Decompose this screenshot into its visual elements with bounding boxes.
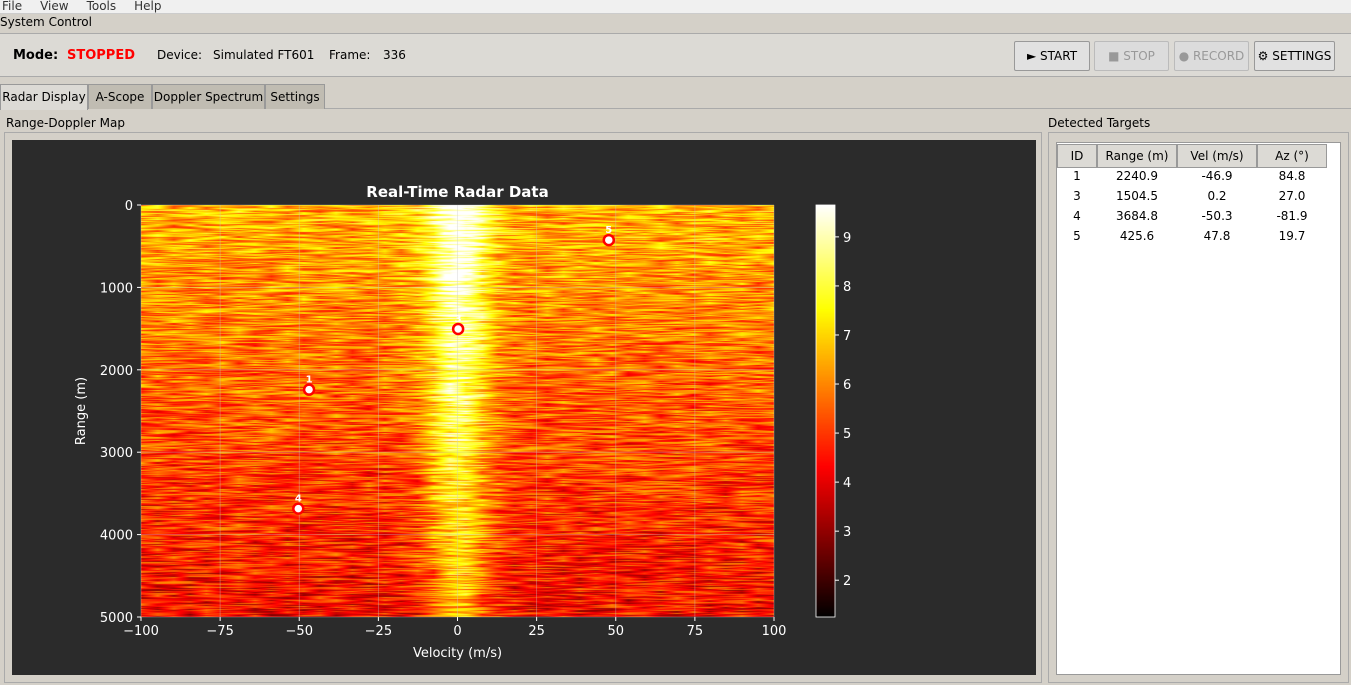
colorbar bbox=[816, 205, 835, 617]
x-tick-label: −75 bbox=[206, 624, 233, 639]
detected-targets-title: Detected Targets bbox=[1048, 116, 1151, 130]
colorbar-tick-label: 2 bbox=[843, 574, 851, 589]
x-tick-label: −25 bbox=[365, 624, 392, 639]
table-cell: 5 bbox=[1073, 229, 1081, 243]
table-row[interactable]: 1 2240.9 -46.9 84.8 bbox=[1057, 169, 1342, 189]
table-cell: 0.2 bbox=[1207, 189, 1227, 203]
targets-table: ID Range (m) Vel (m/s) Az (°) 1 2240.9 -46… bbox=[1056, 142, 1341, 675]
x-tick-label: 0 bbox=[453, 624, 461, 639]
y-tick-label: 3000 bbox=[100, 446, 133, 461]
tab-a-scope[interactable]: A-Scope bbox=[88, 84, 152, 109]
x-tick-label: 100 bbox=[762, 624, 787, 639]
frame-value: 336 bbox=[383, 48, 406, 62]
menu-tools[interactable]: Tools bbox=[86, 0, 117, 13]
tab-doppler-spectrum[interactable]: Doppler Spectrum bbox=[152, 84, 265, 109]
col-header-az[interactable]: Az (°) bbox=[1257, 144, 1327, 168]
table-cell: 3684.8 bbox=[1116, 209, 1158, 223]
frame-label: Frame: bbox=[329, 48, 371, 62]
y-tick-label: 5000 bbox=[100, 611, 133, 626]
settings-button[interactable]: ⚙ SETTINGS bbox=[1254, 41, 1335, 71]
colorbar-tick-label: 6 bbox=[843, 378, 851, 393]
x-tick-label: 50 bbox=[607, 624, 624, 639]
mode-label: Mode: bbox=[13, 48, 59, 63]
chart-title: Real-Time Radar Data bbox=[366, 183, 548, 201]
table-cell: 425.6 bbox=[1119, 229, 1155, 243]
table-cell: 2240.9 bbox=[1116, 169, 1158, 183]
target-marker bbox=[292, 502, 305, 515]
target-label: 4 bbox=[295, 494, 302, 505]
col-header-range[interactable]: Range (m) bbox=[1097, 144, 1177, 168]
start-button[interactable]: ► START bbox=[1014, 41, 1090, 71]
tab-radar-display[interactable]: Radar Display bbox=[0, 84, 88, 110]
table-cell: 84.8 bbox=[1278, 169, 1306, 183]
colorbar-tick-label: 9 bbox=[843, 231, 851, 246]
x-tick-label: 75 bbox=[687, 624, 704, 639]
heatmap-image bbox=[141, 205, 774, 617]
table-cell: 3 bbox=[1073, 189, 1081, 203]
menu-bar: File View Tools Help bbox=[0, 0, 1351, 14]
target-label: 5 bbox=[605, 225, 612, 236]
table-cell: 27.0 bbox=[1278, 189, 1306, 203]
table-row[interactable]: 5 425.6 47.8 19.7 bbox=[1057, 229, 1342, 249]
table-row[interactable]: 4 3684.8 -50.3 -81.9 bbox=[1057, 209, 1342, 229]
tab-settings[interactable]: Settings bbox=[265, 84, 325, 109]
x-axis-label: Velocity (m/s) bbox=[413, 646, 502, 661]
table-cell: 47.8 bbox=[1203, 229, 1231, 243]
colorbar-tick-label: 3 bbox=[843, 525, 851, 540]
col-header-id[interactable]: ID bbox=[1057, 144, 1097, 168]
y-tick-label: 4000 bbox=[100, 529, 133, 544]
plot-canvas: −100 −75 −50 −25 0 25 50 75 100 0 1000 2000 3000 4000… bbox=[12, 140, 1036, 675]
range-doppler-title: Range-Doppler Map bbox=[6, 116, 125, 130]
table-cell: 4 bbox=[1073, 209, 1081, 223]
table-cell: 1 bbox=[1073, 169, 1081, 183]
y-axis-label: Range (m) bbox=[74, 377, 89, 445]
colorbar-tick-label: 8 bbox=[843, 280, 851, 295]
colorbar-border bbox=[815, 204, 836, 618]
x-tick-label: −100 bbox=[123, 624, 159, 639]
target-marker bbox=[302, 383, 316, 396]
table-cell: -46.9 bbox=[1201, 169, 1233, 183]
plot-frame bbox=[4, 132, 1042, 683]
mode-value: STOPPED bbox=[67, 48, 136, 63]
table-cell: 19.7 bbox=[1278, 229, 1306, 243]
device-label: Device: bbox=[157, 48, 203, 62]
target-marker bbox=[602, 233, 616, 247]
colorbar-tick-label: 7 bbox=[843, 329, 851, 344]
x-tick-label: −50 bbox=[286, 624, 313, 639]
menu-file[interactable]: File bbox=[2, 0, 23, 13]
record-button[interactable]: ● RECORD bbox=[1174, 41, 1249, 71]
y-tick-label: 2000 bbox=[100, 364, 133, 379]
target-marker bbox=[451, 322, 465, 336]
control-bar: Mode: STOPPED Device: Simulated FT601 Fr… bbox=[0, 33, 1351, 77]
divider bbox=[0, 108, 1351, 109]
menu-view[interactable]: View bbox=[40, 0, 69, 13]
target-label: 1 bbox=[306, 375, 313, 386]
y-tick-label: 0 bbox=[125, 199, 133, 214]
chart-overlay: −100 −75 −50 −25 0 25 50 75 10001000200030004000… bbox=[74, 183, 851, 661]
system-control-title: System Control bbox=[0, 15, 92, 29]
col-header-vel[interactable]: Vel (m/s) bbox=[1177, 144, 1257, 168]
table-cell: -50.3 bbox=[1201, 209, 1233, 223]
x-tick-label: 25 bbox=[528, 624, 545, 639]
table-cell: 1504.5 bbox=[1116, 189, 1158, 203]
table-frame bbox=[1048, 132, 1349, 683]
device-value: Simulated FT601 bbox=[213, 48, 315, 62]
y-tick-label: 1000 bbox=[100, 281, 133, 296]
table-cell: -81.9 bbox=[1276, 209, 1308, 223]
table-row[interactable]: 3 1504.5 0.2 27.0 bbox=[1057, 189, 1342, 209]
stop-button[interactable]: ■ STOP bbox=[1094, 41, 1169, 71]
target-label: 3 bbox=[455, 314, 462, 325]
colorbar-tick-label: 4 bbox=[843, 476, 851, 491]
colorbar-tick-label: 5 bbox=[843, 427, 851, 442]
menu-help[interactable]: Help bbox=[134, 0, 162, 13]
